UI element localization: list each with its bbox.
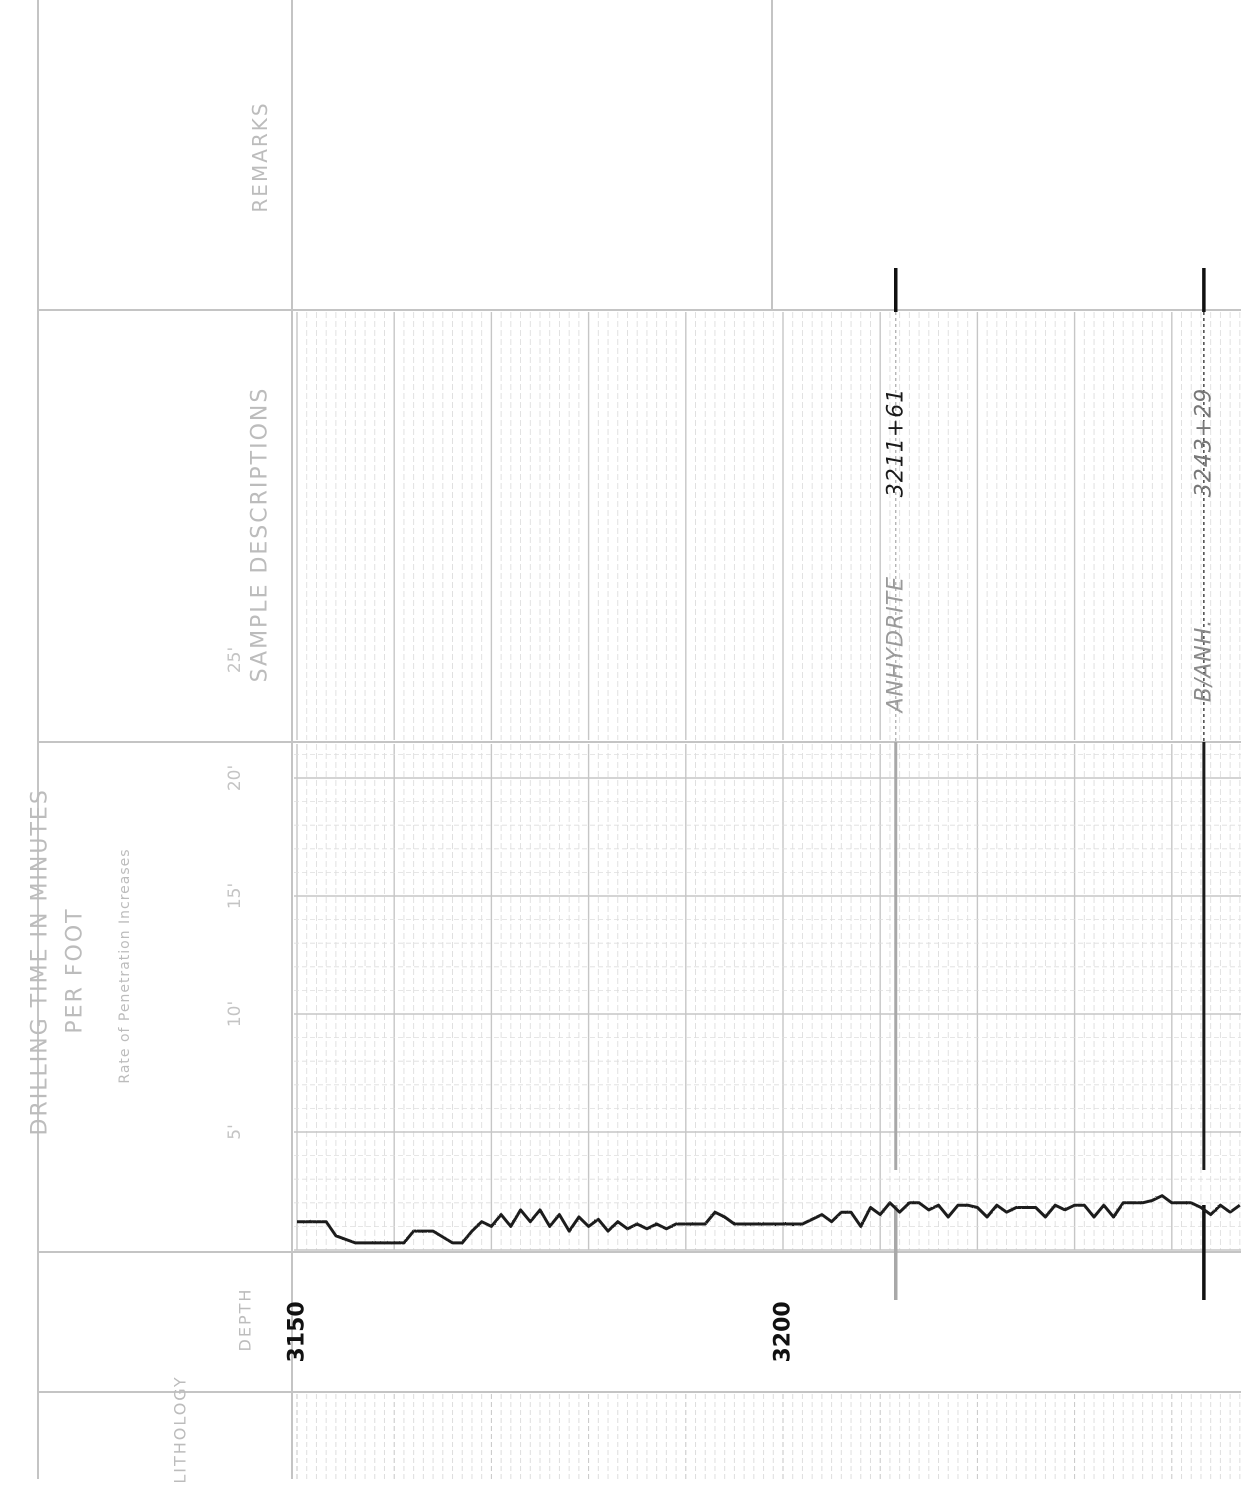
formation-top-b-anh-depth-text: 3243+29: [1191, 387, 1217, 498]
formation-top-b-anh-label: B/ANH.: [1191, 618, 1217, 703]
scale-label-15: 15': [225, 882, 245, 910]
formation-top-anhydrite-depth-text: 3211+61: [883, 387, 909, 498]
depth-header: DEPTH: [235, 1287, 255, 1352]
drilling-time-grid: [294, 744, 1241, 1251]
drilling-time-header-line1: DRILLING TIME IN MINUTES: [27, 788, 53, 1136]
scale-label-10: 10': [225, 1000, 245, 1028]
drilling-time-curve: [297, 1194, 1241, 1245]
drilling-time-header-line2: PER FOOT: [62, 907, 88, 1034]
drilling-time-header-line3: Rate of Penetration Increases: [117, 848, 133, 1084]
sample-grid: [296, 312, 1241, 740]
formation-top-anhydrite-label: ANHYDRITE: [883, 575, 909, 713]
column-frame: [37, 0, 1241, 1479]
depth-label-3150: 3150: [284, 1301, 310, 1363]
lithology-grid: [296, 1394, 1241, 1479]
remarks-header: REMARKS: [248, 101, 272, 213]
scale-label-5: 5': [225, 1124, 245, 1140]
sample-descriptions-header: SAMPLE DESCRIPTIONS: [247, 386, 273, 683]
scale-label-20: 20': [225, 764, 245, 792]
formation-tops: [894, 268, 1206, 1300]
depth-label-3200: 3200: [770, 1301, 796, 1363]
scale-label-25: 25': [225, 646, 245, 674]
